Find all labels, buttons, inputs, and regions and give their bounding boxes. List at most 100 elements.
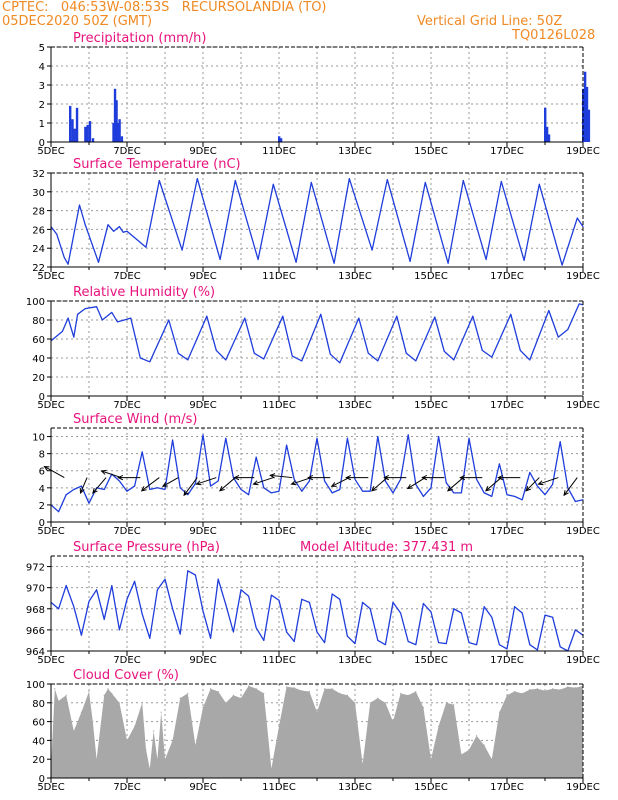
header-station: CPTEC: 046:53W-08:53S RECURSOLANDIA (TO)	[2, 0, 327, 15]
wind-arrow	[331, 477, 350, 487]
pres-point	[559, 646, 561, 648]
pres-point	[126, 598, 128, 600]
cloud-point	[232, 694, 234, 696]
precip-bar	[278, 136, 281, 142]
temp-point	[181, 249, 183, 251]
cloud-point	[559, 689, 561, 691]
wind-point	[80, 485, 82, 487]
wind-point	[407, 434, 409, 436]
temp-point	[84, 224, 86, 226]
wind-x-tick-label: 11DEC	[262, 526, 296, 537]
precip-bar	[585, 86, 589, 142]
cloud-point	[476, 735, 478, 737]
temp-point	[386, 179, 388, 181]
precip-bar	[547, 134, 551, 142]
cloud-point	[153, 730, 155, 732]
precip-bar	[544, 107, 547, 142]
wind-arrowhead	[252, 480, 259, 486]
wind-point	[498, 463, 500, 465]
cloud-point	[248, 685, 250, 687]
rh-point	[405, 352, 407, 354]
header-run-time: 05DEC2020 50Z (GMT)	[2, 14, 153, 29]
wind-arrowhead	[330, 482, 337, 487]
precip-bar	[120, 136, 124, 142]
pres-point	[225, 604, 227, 606]
cloud-point	[453, 704, 455, 706]
pres-point	[552, 616, 554, 618]
wind-point	[559, 441, 561, 443]
pres-point	[301, 598, 303, 600]
cloud-point	[58, 700, 60, 702]
cloud-point	[217, 690, 219, 693]
wind-x-tick-label: 7DEC	[113, 526, 140, 537]
rh-point	[377, 360, 379, 362]
rh-y-tick-label: 40	[32, 354, 45, 365]
precip-y-tick-label: 2	[39, 100, 45, 111]
cloud-point	[377, 697, 379, 699]
precip-x-tick-label: 11DEC	[262, 146, 296, 157]
precip-y-tick-label: 5	[39, 43, 45, 54]
pres-point	[377, 639, 379, 641]
cloud-point	[384, 702, 386, 704]
wind-point	[324, 480, 326, 482]
cloud-point	[73, 730, 75, 732]
wind-point	[286, 444, 288, 446]
wind-point	[316, 437, 318, 439]
wind-arrowhead	[233, 474, 240, 481]
wind-arrowhead	[421, 474, 428, 481]
rh-x-tick-label: 13DEC	[338, 400, 372, 411]
temp-point	[447, 262, 449, 264]
rh-point	[320, 313, 322, 315]
cloud-point	[430, 758, 432, 760]
wind-point	[172, 439, 174, 441]
precip-title: Precipitation (mm/h)	[73, 31, 206, 46]
pres-x-tick-label: 19DEC	[566, 655, 600, 666]
cloud-point	[362, 763, 364, 765]
wind-point	[346, 437, 348, 439]
wind-point	[308, 480, 310, 482]
wind-y-tick-label: 0	[39, 518, 45, 529]
pres-y-tick-label: 972	[26, 563, 45, 574]
cloud-point	[422, 706, 424, 709]
wind-point	[483, 492, 485, 494]
rh-point	[529, 359, 531, 361]
wind-arrowhead	[79, 487, 85, 495]
temp-point	[158, 180, 160, 182]
pres-panel: 964 966 968 970 972 5DEC 7DEC 9DEC 11DEC 13DEC 15D…	[26, 540, 600, 666]
rh-point	[453, 359, 455, 361]
wind-point	[438, 436, 440, 438]
precip-x-tick-label: 5DEC	[37, 146, 64, 157]
rh-point	[111, 311, 113, 313]
pres-point	[164, 578, 166, 580]
pres-point	[187, 570, 189, 572]
wind-x-tick-label: 19DEC	[566, 526, 600, 537]
cloud-point	[392, 721, 394, 723]
temp-point	[126, 230, 128, 232]
pres-title: Surface Pressure (hPa)	[73, 540, 220, 555]
cloud-point	[286, 686, 288, 688]
pres-point	[103, 618, 105, 620]
wind-point	[263, 487, 265, 489]
cloud-point	[324, 688, 326, 690]
wind-arrowhead	[92, 488, 98, 494]
rh-point	[84, 308, 86, 310]
rh-y-tick-label: 0	[39, 392, 45, 403]
rh-point	[481, 349, 483, 351]
temp-point	[371, 249, 373, 251]
temp-y-tick-label: 22	[32, 263, 45, 274]
cloud-point	[415, 690, 417, 693]
wind-point	[103, 489, 105, 491]
rh-y-tick-label: 100	[26, 297, 45, 308]
precip-x-tick-label: 7DEC	[113, 146, 140, 157]
temp-point	[219, 258, 221, 260]
pres-x-tick-label: 9DEC	[189, 655, 216, 666]
pres-point	[324, 642, 326, 644]
wind-point	[392, 492, 394, 494]
wind-arrowhead	[485, 485, 491, 492]
cloud-point	[331, 688, 333, 690]
cloud-point	[187, 692, 189, 695]
temp-point	[424, 181, 426, 183]
wind-arrow	[291, 477, 312, 485]
pres-point	[210, 637, 212, 639]
